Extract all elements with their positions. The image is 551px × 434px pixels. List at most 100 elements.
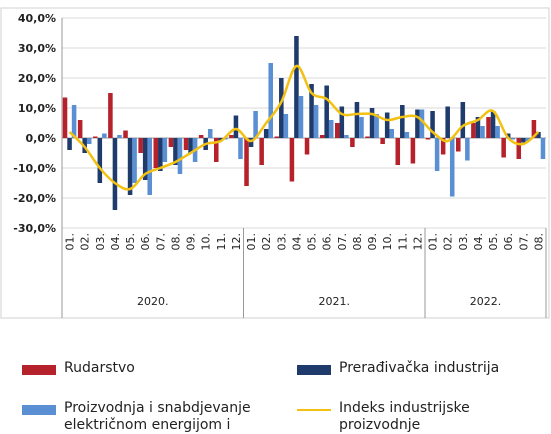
- bar: [244, 138, 249, 186]
- bar: [248, 138, 254, 147]
- year-label: 2022.: [470, 295, 502, 308]
- bar: [274, 136, 280, 138]
- bar: [521, 138, 526, 143]
- bar: [313, 105, 319, 138]
- y-tick-label: -20,0%: [13, 192, 56, 205]
- bar: [214, 138, 219, 162]
- bar: [419, 109, 425, 138]
- x-tick-label: 08.: [169, 233, 182, 251]
- bar: [127, 138, 133, 195]
- x-tick-label: 07.: [154, 233, 167, 251]
- index-line: [68, 64, 540, 191]
- bar: [218, 138, 224, 141]
- bar: [449, 138, 455, 197]
- x-tick-label: 03.: [457, 233, 470, 251]
- y-tick-label: 0,0%: [25, 132, 56, 145]
- x-tick-label: 01.: [427, 233, 440, 251]
- bar: [142, 138, 148, 180]
- bar: [304, 138, 310, 155]
- bar: [471, 123, 476, 138]
- bar: [505, 133, 511, 138]
- legend-label: Prerađivačka industrija: [339, 360, 500, 376]
- x-tick-label: 07.: [336, 233, 349, 251]
- legend-swatch: [22, 405, 56, 415]
- bar: [384, 112, 390, 138]
- bar: [354, 102, 360, 138]
- bar: [350, 138, 355, 147]
- bar: [344, 135, 349, 138]
- x-tick-label: 02.: [260, 233, 273, 251]
- bar: [132, 138, 137, 183]
- x-tick-label: 05.: [306, 233, 319, 251]
- bar: [253, 111, 258, 138]
- x-tick-label: 12.: [230, 233, 243, 251]
- bar: [71, 105, 77, 138]
- bar: [430, 111, 435, 138]
- bar: [229, 135, 234, 138]
- bar: [359, 117, 364, 138]
- x-tick-label: 10.: [381, 233, 394, 251]
- bar: [138, 138, 143, 153]
- bar: [501, 138, 506, 158]
- bar: [495, 126, 500, 138]
- bar: [117, 135, 122, 138]
- y-tick-label: 10,0%: [18, 102, 56, 115]
- bar: [259, 138, 264, 165]
- bar: [400, 105, 405, 138]
- bar: [77, 120, 83, 138]
- legend-label: Rudarstvo: [64, 360, 135, 376]
- bar: [207, 129, 213, 138]
- x-tick-label: 04.: [290, 233, 303, 251]
- x-tick-label: 08.: [351, 233, 364, 251]
- legend-item: Indeks industrijske proizvodnje: [297, 400, 551, 434]
- legend-swatch: [22, 365, 56, 375]
- x-tick-label: 08.: [532, 233, 545, 251]
- bar: [173, 138, 178, 165]
- bar: [540, 138, 546, 159]
- legend-swatch: [297, 409, 331, 411]
- bar: [86, 138, 92, 144]
- legend-label: Indeks industrijske proizvodnje: [339, 400, 470, 433]
- bar: [324, 85, 329, 138]
- chart-frame: [0, 7, 550, 319]
- x-tick-label: 04.: [109, 233, 122, 251]
- bar: [263, 129, 269, 138]
- bar: [112, 138, 118, 210]
- y-tick-label: -30,0%: [13, 222, 56, 235]
- bar: [67, 138, 72, 150]
- bar: [389, 129, 394, 138]
- bar: [516, 138, 522, 159]
- bar: [93, 136, 98, 138]
- x-tick-label: 12.: [411, 233, 424, 251]
- legend-label: Proizvodnja i snabdjevanje električnom e…: [64, 400, 251, 433]
- y-tick-label: -10,0%: [13, 162, 56, 175]
- bar: [465, 138, 470, 161]
- bar: [404, 132, 410, 138]
- bar: [168, 138, 174, 147]
- x-tick-label: 05.: [124, 233, 137, 251]
- x-tick-label: 06.: [502, 233, 515, 251]
- bar: [62, 97, 68, 138]
- x-tick-label: 06.: [139, 233, 152, 251]
- bar: [490, 111, 496, 138]
- x-tick-label: 07.: [517, 233, 530, 251]
- legend-item: Prerađivačka industrija: [297, 360, 499, 377]
- bar: [97, 138, 103, 183]
- x-tick-label: 06.: [321, 233, 334, 251]
- bar: [460, 102, 466, 138]
- bar: [238, 138, 243, 159]
- bar: [369, 108, 375, 138]
- bar: [153, 138, 159, 168]
- bar: [536, 132, 541, 138]
- bar: [374, 114, 379, 138]
- bar: [434, 138, 440, 171]
- legend-item: Proizvodnja i snabdjevanje električnom e…: [22, 400, 279, 434]
- bar: [123, 130, 128, 138]
- bar: [268, 63, 273, 138]
- x-tick-label: 11.: [215, 233, 228, 251]
- bar: [456, 138, 461, 152]
- x-tick-label: 11.: [396, 233, 409, 251]
- year-label: 2021.: [319, 295, 351, 308]
- x-tick-label: 09.: [185, 233, 198, 251]
